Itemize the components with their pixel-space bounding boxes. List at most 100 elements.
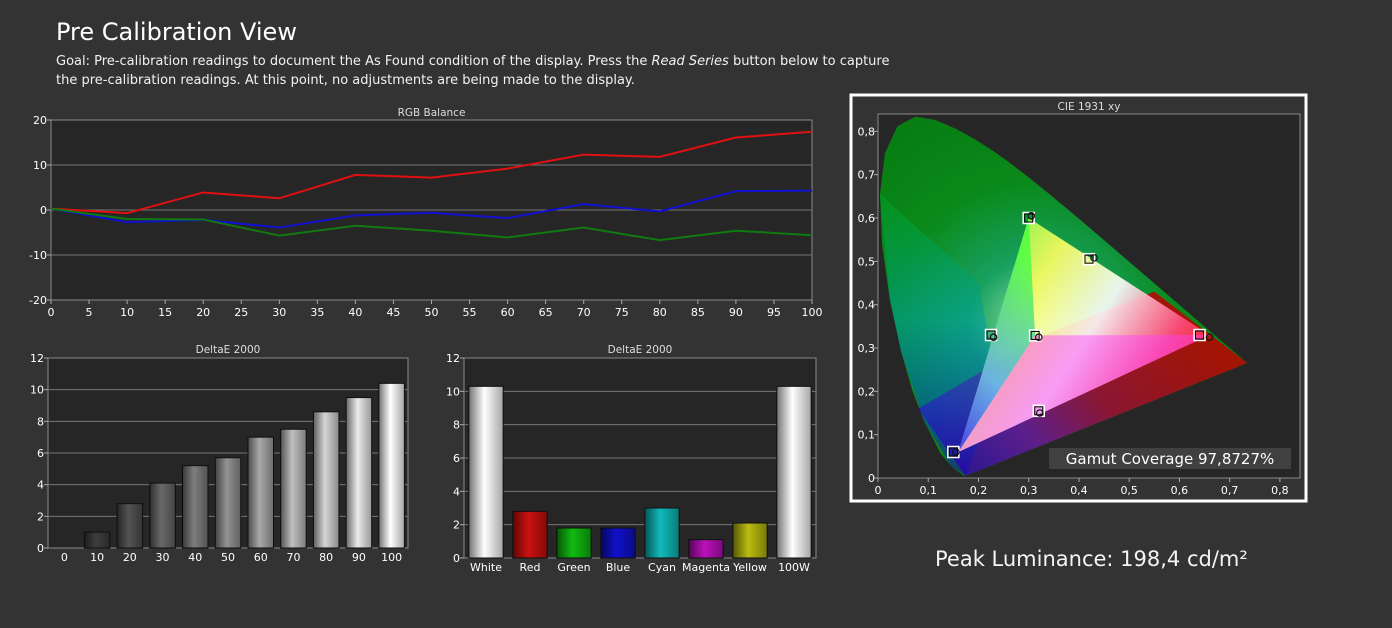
color-deltae-chart-category-label: 100W: [778, 561, 810, 574]
rgb-series-line-2: [50, 207, 813, 242]
color-deltae-chart-category-label: Red: [520, 561, 541, 574]
grayscale-deltae-chart-category-label: 50: [221, 551, 235, 564]
cie-x-tick-label: 0,7: [1221, 484, 1239, 497]
color-deltae-chart-y-tick-label: 4: [453, 485, 460, 498]
cie-target-marker-inner: [1195, 330, 1205, 340]
cie-y-tick-label: 0,3: [858, 342, 876, 355]
rgb-y-tick-label: -10: [29, 249, 47, 262]
cie-target-marker: [1028, 329, 1042, 342]
rgb-x-tick-label: 40: [348, 306, 362, 319]
grayscale-deltae-chart-category-label: 30: [156, 551, 170, 564]
cie-x-tick-label: 0: [875, 484, 882, 497]
cie-x-tick-label: 0,3: [1020, 484, 1038, 497]
grayscale-deltae-chart-bar-shade: [346, 397, 372, 548]
grayscale-deltae-chart-category-label: 80: [319, 551, 333, 564]
grayscale-deltae-chart-bar-shade: [84, 532, 110, 548]
color-deltae-chart-bar-shade: [600, 528, 636, 558]
grayscale-deltae-chart-bar-shade: [149, 483, 176, 548]
cie-y-tick-label: 0,8: [858, 125, 876, 138]
cie-x-tick-label: 0,2: [970, 484, 988, 497]
rgb-series-line-0: [50, 130, 813, 215]
cie-y-tick-label: 0,2: [858, 385, 876, 398]
rgb-x-tick-label: 95: [767, 306, 781, 319]
rgb-series-line-1: [50, 189, 813, 229]
grayscale-deltae-chart-category-label: 60: [254, 551, 268, 564]
cie-measured-marker: [1090, 254, 1098, 262]
color-deltae-chart-y-tick-label: 12: [446, 352, 460, 365]
goal-text: Goal: Pre-calibration readings to docume…: [56, 52, 896, 90]
rgb-x-tick-label: 5: [86, 306, 93, 319]
color-deltae-chart-category-label: White: [470, 561, 502, 574]
grayscale-deltae-chart-category-label: 100: [381, 551, 402, 564]
grayscale-deltae-chart-category-label: 90: [352, 551, 366, 564]
rgb-x-tick-label: 70: [577, 306, 591, 319]
cie-measured-marker: [1205, 333, 1214, 341]
cie-measured-marker: [1034, 333, 1043, 341]
goal-text-end: button below to capture the pre-calibrat…: [56, 54, 890, 88]
color-deltae-chart-category-label: Cyan: [648, 561, 676, 574]
cie-y-tick-label: 0,7: [858, 169, 876, 182]
cie-x-tick-label: 0,8: [1271, 484, 1289, 497]
cie-target-marker: [1082, 252, 1096, 266]
cie-y-tick-label: 0: [868, 472, 875, 485]
rgb-x-tick-label: 60: [501, 306, 515, 319]
rgb-x-tick-label: 30: [272, 306, 286, 319]
grayscale-deltae-chart-y-tick-label: 4: [37, 479, 44, 492]
peak-luminance: Peak Luminance: 198,4 cd/m²: [935, 547, 1248, 571]
rgb-x-tick-label: 25: [234, 306, 248, 319]
gamut-coverage-text: Gamut Coverage 97,8727%: [1066, 450, 1275, 468]
grayscale-deltae-chart-y-tick-label: 12: [30, 352, 44, 365]
grayscale-deltae-chart-y-tick-label: 0: [37, 542, 44, 555]
color-deltae-chart-bar-shade: [644, 508, 680, 558]
grayscale-deltae-chart-category-label: 40: [188, 551, 202, 564]
cie-target-marker-inner: [948, 447, 958, 457]
grayscale-deltae-chart-bar-shade: [313, 411, 339, 548]
grayscale-deltae-chart: DeltaE 2000 0 2 4 6 8 10 12 0 10 20 30 40 50 60 70 80 90 1…: [30, 344, 409, 564]
grayscale-deltae-chart-category-label: 10: [90, 551, 104, 564]
page-title: Pre Calibration View: [56, 18, 297, 46]
grayscale-deltae-chart-bar-shade: [280, 429, 307, 548]
rgb-x-tick-label: 90: [729, 306, 743, 319]
grayscale-deltae-chart-y-tick-label: 2: [37, 510, 44, 523]
rgb-x-tick-label: 45: [386, 306, 400, 319]
color-deltae-chart-y-tick-label: 10: [446, 385, 460, 398]
read-series-emphasis: Read Series: [651, 54, 729, 69]
grayscale-deltae-chart-category-label: 20: [123, 551, 137, 564]
grayscale-deltae-chart-y-tick-label: 10: [30, 384, 44, 397]
rgb-x-tick-label: 50: [425, 306, 439, 319]
color-deltae-chart: DeltaE 2000 0 2 4 6 8 10 12 White Red Green Blue Cya…: [446, 344, 817, 574]
grayscale-deltae-chart-y-tick-label: 6: [37, 447, 44, 460]
rgb-x-tick-label: 75: [615, 306, 629, 319]
cie-x-tick-label: 0,1: [919, 484, 937, 497]
gamut-coverage-box: [1049, 448, 1291, 469]
color-deltae-chart-bar-shade: [732, 523, 768, 558]
rgb-chart-title: RGB Balance: [398, 107, 466, 119]
color-deltae-chart-bar-shade: [556, 528, 592, 558]
cie-target-marker-inner: [1084, 254, 1094, 264]
rgb-x-tick-label: 15: [158, 306, 172, 319]
grayscale-deltae-chart-bar-shade: [378, 383, 405, 548]
rgb-x-tick-label: 100: [802, 306, 823, 319]
rgb-y-tick-label: 20: [33, 114, 47, 127]
cie-x-tick-label: 0,4: [1070, 484, 1088, 497]
cie-blue-region: [879, 194, 999, 476]
cie-chart: CIE 1931 xy 0 0,1 0,2 0,3 0,4 0,5 0,6 0,7 0,8 0 0,1…: [849, 93, 1308, 503]
grayscale-deltae-chart-title: DeltaE 2000: [196, 344, 261, 356]
goal-text-start: Goal: Pre-calibration readings to docume…: [56, 54, 652, 69]
grayscale-deltae-chart-bar-shade: [247, 437, 274, 548]
color-deltae-chart-y-tick-label: 0: [453, 552, 460, 565]
color-deltae-chart-bar-shade: [688, 539, 724, 558]
color-deltae-chart-bar-shade: [468, 386, 504, 558]
color-deltae-chart-category-label: Yellow: [732, 561, 767, 574]
grayscale-deltae-chart-y-tick-label: 8: [37, 415, 44, 428]
color-deltae-chart-y-tick-label: 8: [453, 419, 460, 432]
grayscale-deltae-chart-bar-shade: [182, 465, 209, 548]
color-deltae-chart-y-tick-label: 6: [453, 452, 460, 465]
color-deltae-chart-category-label: Green: [557, 561, 590, 574]
grayscale-deltae-chart-category-label: 70: [286, 551, 300, 564]
cie-y-tick-label: 0,1: [858, 429, 876, 442]
color-deltae-chart-category-label: Magenta: [682, 561, 730, 574]
color-deltae-chart-bar-shade: [512, 511, 548, 558]
